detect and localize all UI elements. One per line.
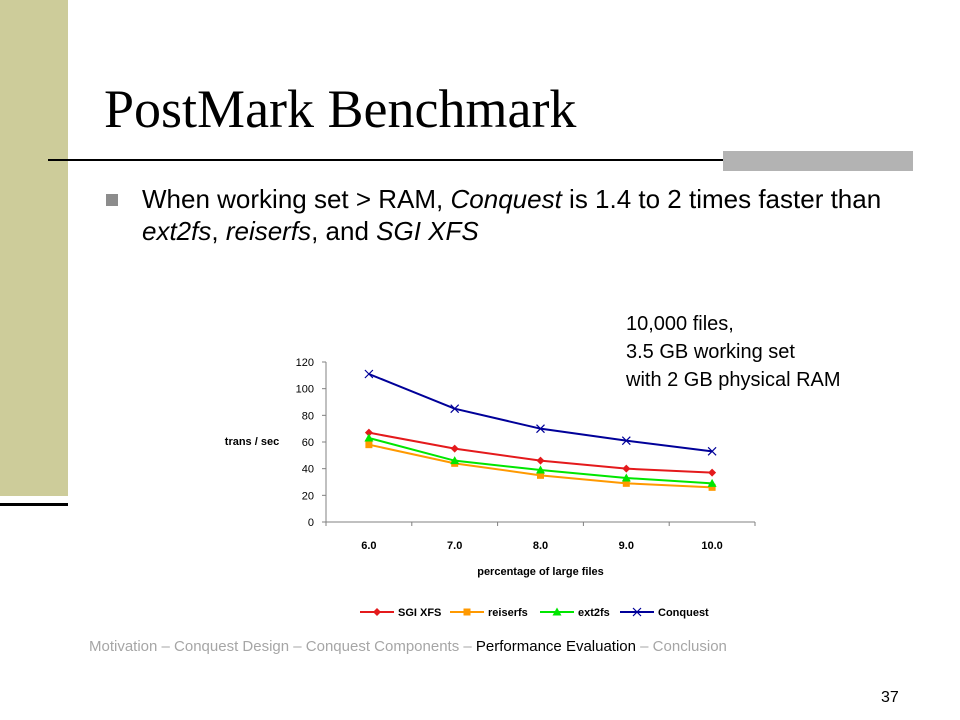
- legend-marker-reiserfs: [463, 608, 471, 616]
- data-point-ext2fs: [707, 478, 717, 487]
- data-point-reiserfs: [365, 441, 373, 449]
- note-line: 3.5 GB working set: [626, 341, 795, 363]
- y-tick-label: 120: [296, 357, 314, 369]
- x-tick-label: 9.0: [619, 540, 634, 552]
- x-tick-label: 10.0: [701, 540, 722, 552]
- y-tick-label: 80: [302, 410, 314, 422]
- data-point-ext2fs: [621, 473, 631, 482]
- title-divider: [48, 159, 912, 161]
- title-accent-bar: [723, 151, 913, 171]
- legend-marker-sgi-xfs: [373, 608, 381, 616]
- x-tick-label: 8.0: [533, 540, 548, 552]
- series-line-conquest: [368, 373, 713, 453]
- footer-segment: Motivation – Conquest Design – Conquest …: [89, 638, 476, 655]
- bullet-text-part: , and: [311, 216, 377, 246]
- data-point-ext2fs: [450, 456, 460, 465]
- slide-sidebar: [0, 0, 68, 496]
- bullet-text-part: is 1.4 to 2 times faster than: [561, 184, 882, 214]
- y-tick-label: 40: [302, 464, 314, 476]
- y-axis-title: trans / sec: [225, 436, 279, 448]
- data-point-sgi-xfs: [450, 444, 459, 453]
- bullet-marker: [106, 194, 118, 206]
- data-point-sgi-xfs: [622, 464, 631, 473]
- legend-label-reiserfs: reiserfs: [488, 607, 528, 619]
- bullet-text-part: reiserfs: [225, 216, 312, 246]
- data-point-conquest: [707, 446, 717, 456]
- data-point-sgi-xfs: [536, 456, 545, 465]
- x-axis-title: percentage of large files: [477, 566, 604, 578]
- data-point-conquest: [536, 424, 545, 434]
- legend-label-conquest: Conquest: [658, 607, 709, 619]
- slide-title: PostMark Benchmark: [104, 79, 577, 139]
- bullet-text-part: Conquest: [450, 184, 562, 214]
- data-point-sgi-xfs: [708, 468, 717, 477]
- bullet-text-part: SGI XFS: [376, 216, 479, 246]
- data-point-reiserfs: [537, 471, 544, 479]
- data-point-reiserfs: [622, 479, 630, 487]
- legend-label-sgi-xfs: SGI XFS: [398, 607, 441, 619]
- data-point-ext2fs: [536, 465, 545, 474]
- y-tick-label: 20: [302, 490, 314, 502]
- data-point-reiserfs: [708, 483, 716, 491]
- y-tick-label: 60: [302, 437, 314, 449]
- sidebar-divider: [0, 503, 68, 506]
- y-tick-label: 0: [308, 517, 314, 529]
- footer-navigation: Motivation – Conquest Design – Conquest …: [89, 638, 727, 655]
- page-number: 37: [881, 689, 899, 706]
- bullet-text-part: ,: [211, 216, 226, 246]
- note-line: 10,000 files,: [626, 313, 734, 335]
- postmark-line-chart: 0 20 40 60 80 100 120 6.0 7.0 8.0 9.0 10.0 trans / s…: [225, 357, 756, 619]
- y-tick-label: 100: [296, 384, 314, 396]
- data-point-sgi-xfs: [364, 428, 373, 437]
- data-point-conquest: [621, 436, 631, 446]
- data-point-conquest: [364, 369, 374, 379]
- bullet-text: When working set > RAM, Conquest is 1.4 …: [142, 183, 912, 247]
- legend-marker-ext2fs: [552, 607, 562, 616]
- x-tick-label: 6.0: [361, 540, 376, 552]
- legend-marker-conquest: [632, 607, 642, 617]
- legend-label-ext2fs: ext2fs: [578, 607, 610, 619]
- footer-segment: – Conclusion: [636, 638, 727, 655]
- bullet-text-part: ext2fs: [142, 216, 212, 246]
- benchmark-note: 10,000 files, 3.5 GB working set with 2 …: [626, 310, 841, 394]
- x-tick-label: 7.0: [447, 540, 462, 552]
- data-point-ext2fs: [364, 433, 374, 442]
- data-point-conquest: [450, 404, 460, 414]
- footer-current-section: Performance Evaluation: [475, 638, 636, 655]
- note-line: with 2 GB physical RAM: [626, 369, 841, 391]
- bullet-text-part: When working set > RAM,: [142, 184, 451, 214]
